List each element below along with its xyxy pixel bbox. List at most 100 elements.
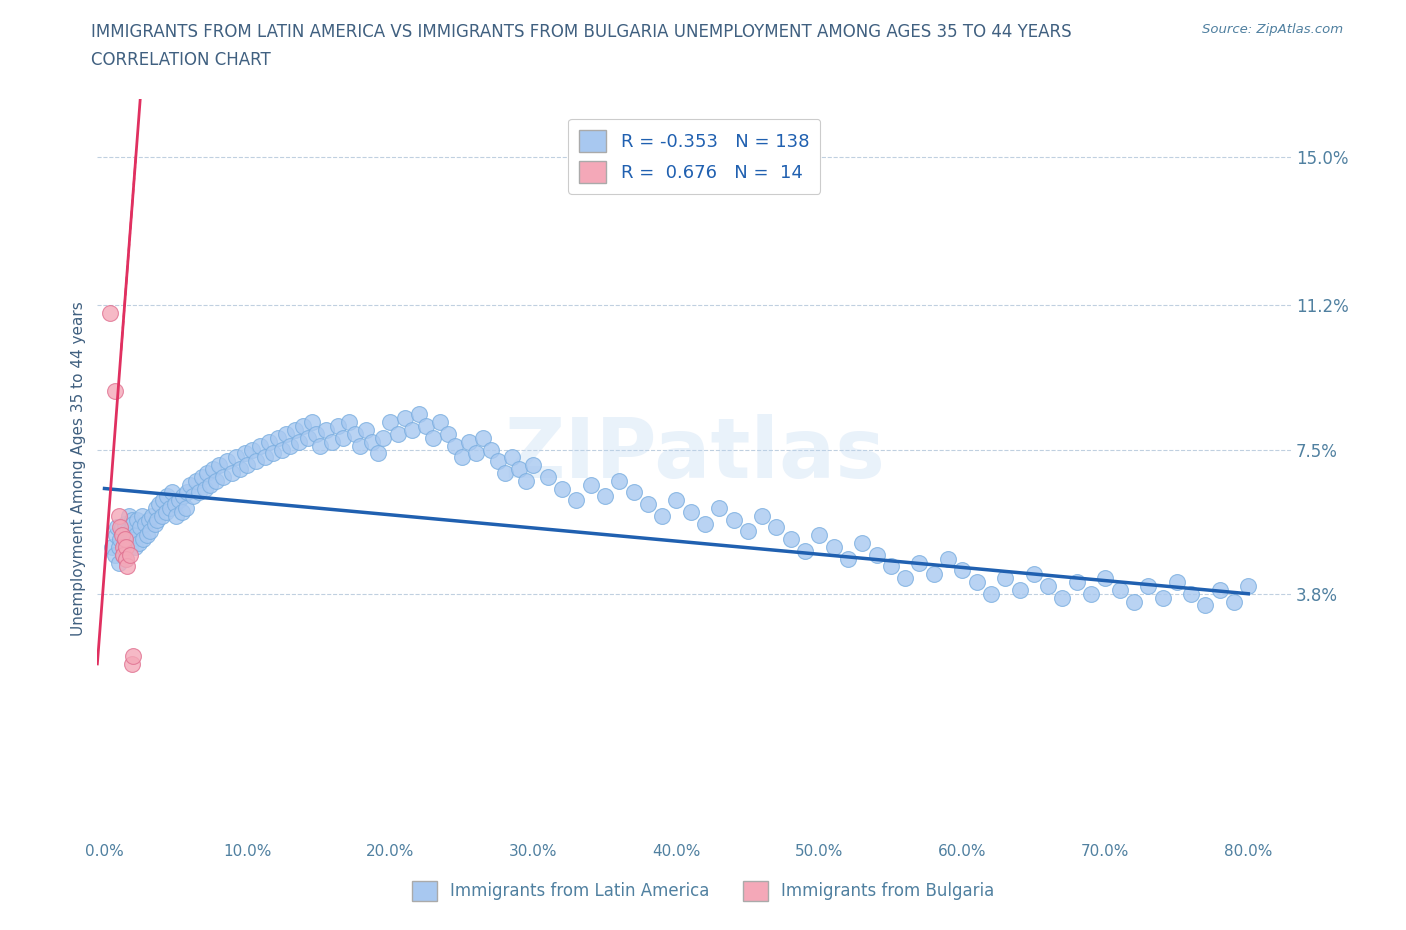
Point bbox=[1108, 582, 1130, 597]
Point bbox=[148, 497, 170, 512]
Point bbox=[274, 427, 297, 442]
Point bbox=[145, 500, 167, 515]
Point bbox=[593, 489, 616, 504]
Point bbox=[1022, 566, 1045, 581]
Point bbox=[1180, 586, 1202, 601]
Point bbox=[343, 427, 366, 442]
Y-axis label: Unemployment Among Ages 35 to 44 years: Unemployment Among Ages 35 to 44 years bbox=[72, 301, 86, 636]
Point bbox=[415, 418, 437, 433]
Point bbox=[436, 427, 458, 442]
Point bbox=[121, 657, 143, 671]
Point bbox=[865, 548, 887, 563]
Point bbox=[163, 497, 186, 512]
Point bbox=[179, 477, 201, 492]
Point bbox=[125, 528, 148, 543]
Point bbox=[465, 446, 488, 461]
Point bbox=[110, 532, 132, 547]
Point bbox=[679, 504, 702, 519]
Point bbox=[794, 543, 817, 558]
Point bbox=[443, 438, 465, 453]
Point bbox=[122, 649, 145, 664]
Point bbox=[515, 473, 537, 488]
Point bbox=[501, 450, 523, 465]
Point bbox=[349, 438, 371, 453]
Point bbox=[194, 481, 217, 496]
Point bbox=[202, 461, 225, 476]
Point bbox=[103, 548, 125, 563]
Point bbox=[751, 509, 773, 524]
Point bbox=[127, 512, 149, 527]
Point bbox=[637, 497, 659, 512]
Point bbox=[472, 431, 495, 445]
Point bbox=[1223, 594, 1246, 609]
Point bbox=[132, 532, 155, 547]
Text: ZIPatlas: ZIPatlas bbox=[503, 414, 884, 495]
Point bbox=[217, 454, 239, 469]
Point bbox=[1152, 591, 1174, 605]
Point bbox=[240, 442, 263, 457]
Point bbox=[1209, 582, 1232, 597]
Point bbox=[551, 481, 574, 496]
Point bbox=[257, 434, 280, 449]
Point bbox=[326, 418, 349, 433]
Point bbox=[107, 509, 129, 524]
Point bbox=[103, 383, 125, 398]
Point bbox=[190, 470, 212, 485]
Point bbox=[607, 473, 630, 488]
Point bbox=[980, 586, 1002, 601]
Point bbox=[297, 431, 319, 445]
Point bbox=[922, 566, 945, 581]
Point bbox=[120, 524, 142, 538]
Point bbox=[187, 485, 209, 499]
Legend: R = -0.353   N = 138, R =  0.676   N =  14: R = -0.353 N = 138, R = 0.676 N = 14 bbox=[568, 119, 820, 193]
Point bbox=[111, 520, 134, 535]
Point bbox=[114, 532, 136, 547]
Point bbox=[408, 407, 430, 422]
Point bbox=[155, 504, 177, 519]
Point bbox=[360, 434, 382, 449]
Point bbox=[280, 438, 302, 453]
Point bbox=[208, 458, 231, 472]
Point bbox=[373, 431, 395, 445]
Point bbox=[494, 466, 516, 481]
Point bbox=[936, 551, 959, 566]
Point bbox=[181, 489, 204, 504]
Point bbox=[120, 539, 142, 554]
Point bbox=[170, 504, 193, 519]
Point bbox=[401, 422, 423, 437]
Point bbox=[112, 539, 135, 554]
Point bbox=[115, 551, 138, 566]
Point bbox=[288, 434, 311, 449]
Point bbox=[233, 446, 256, 461]
Point bbox=[98, 306, 121, 321]
Point bbox=[565, 493, 588, 508]
Text: Source: ZipAtlas.com: Source: ZipAtlas.com bbox=[1202, 23, 1343, 36]
Point bbox=[1237, 578, 1260, 593]
Point bbox=[305, 427, 328, 442]
Point bbox=[118, 509, 141, 524]
Point bbox=[709, 500, 731, 515]
Point bbox=[651, 509, 673, 524]
Point bbox=[111, 528, 134, 543]
Point bbox=[367, 446, 389, 461]
Point bbox=[779, 532, 801, 547]
Point bbox=[143, 516, 166, 531]
Point bbox=[107, 539, 129, 554]
Point bbox=[114, 516, 136, 531]
Point bbox=[309, 438, 332, 453]
Point bbox=[112, 548, 135, 563]
Point bbox=[579, 477, 602, 492]
Point bbox=[1036, 578, 1059, 593]
Text: CORRELATION CHART: CORRELATION CHART bbox=[91, 51, 271, 69]
Point bbox=[115, 551, 138, 566]
Point bbox=[134, 516, 156, 531]
Point bbox=[880, 559, 903, 574]
Point bbox=[205, 473, 228, 488]
Point bbox=[122, 532, 145, 547]
Point bbox=[115, 536, 138, 551]
Point bbox=[394, 411, 416, 426]
Point bbox=[156, 489, 179, 504]
Point bbox=[1166, 575, 1188, 590]
Point bbox=[337, 415, 360, 430]
Point bbox=[172, 489, 194, 504]
